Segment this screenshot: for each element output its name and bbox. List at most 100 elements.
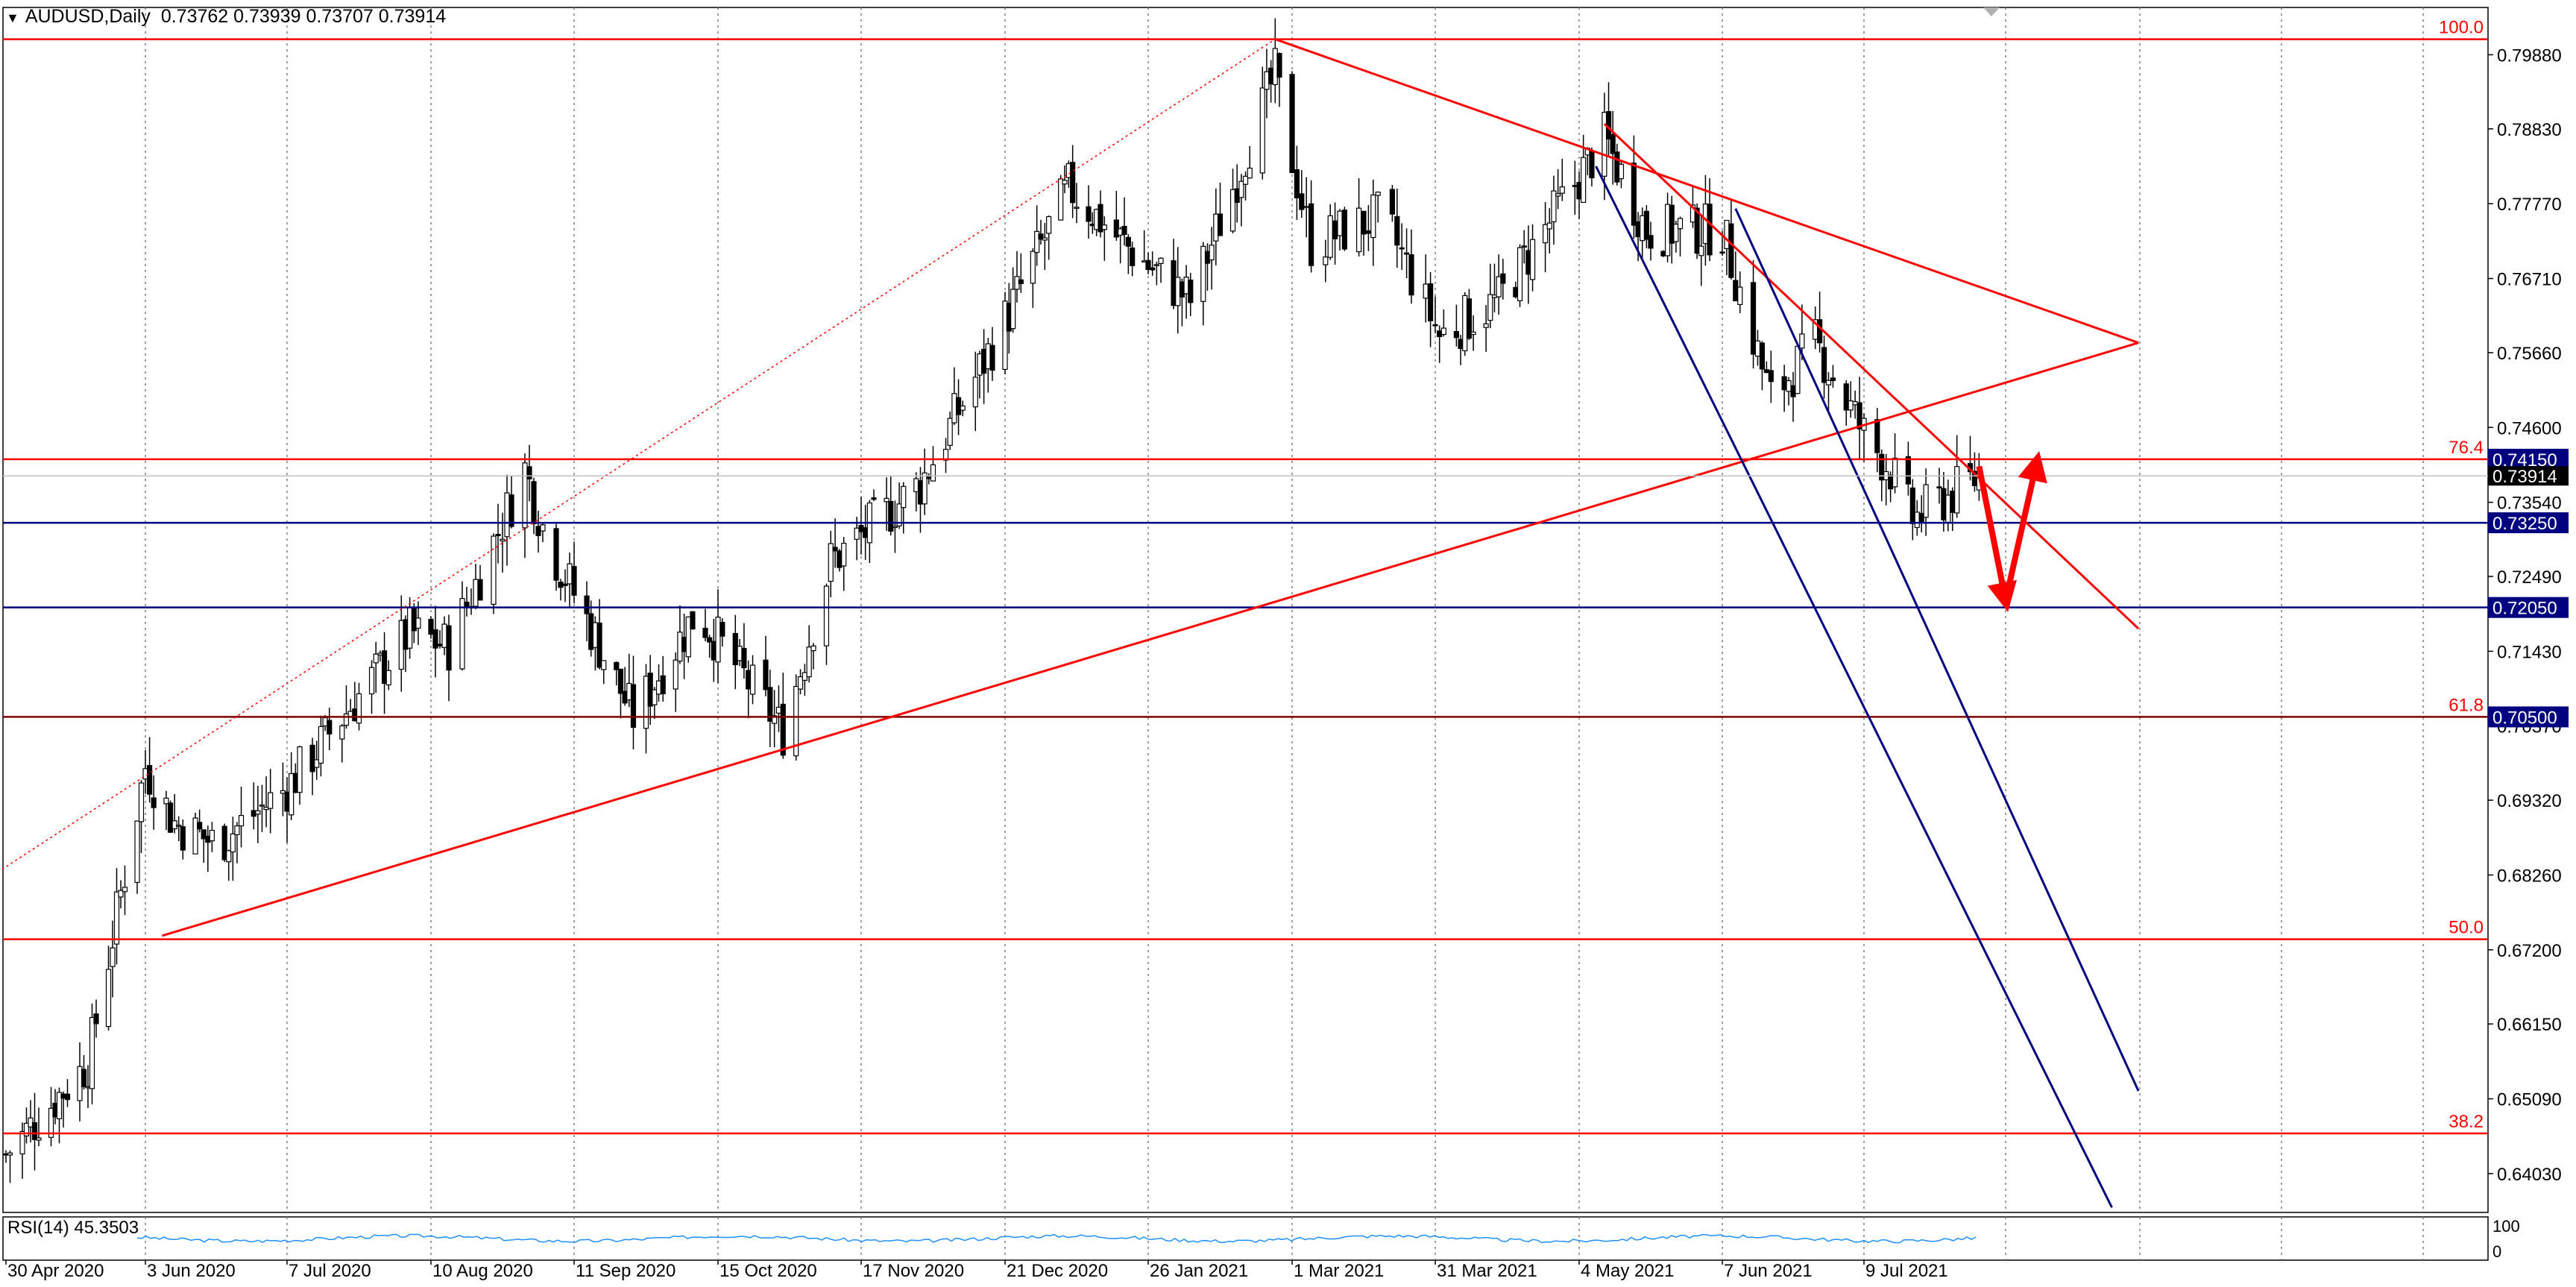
trendline[interactable] [1734,208,2140,1092]
candle [775,685,782,732]
candle [1209,227,1215,290]
candle [562,569,568,602]
candle [464,586,470,617]
dropdown-arrow-icon[interactable]: ▼ [6,10,19,25]
fib-label: 61.8 [2449,695,2484,715]
projection-arrow[interactable] [1976,465,2017,612]
candle [767,670,773,747]
candle [477,564,483,601]
candle [732,614,738,690]
trendline[interactable] [1595,166,2113,1209]
candle [1737,271,1743,313]
candle [23,1107,30,1144]
candle [48,1086,54,1147]
y-tick-label: 0.69320 [2497,791,2562,811]
candle [1843,380,1849,426]
candle [1034,205,1040,266]
candle [1389,184,1396,222]
candle [1145,252,1151,274]
candle [660,655,666,702]
candle [1470,315,1476,351]
x-tick-label: 15 Oct 2020 [719,1261,817,1281]
candle [1242,171,1249,201]
candle [960,400,966,417]
candle [1010,267,1016,333]
candle [1589,147,1595,187]
level-price-box [2488,448,2569,470]
candle [1618,160,1625,189]
candle [1337,209,1343,251]
candle [1217,182,1224,236]
candle [192,812,198,855]
candle [318,715,324,777]
candle [837,549,843,572]
trendline[interactable] [1274,38,2139,344]
candle [110,920,116,998]
candle [19,1122,25,1179]
candle [459,581,465,671]
candle [1466,289,1473,341]
candle [772,690,778,748]
y-tick-label: 0.76710 [2497,270,2562,290]
trendline[interactable] [0,38,1276,872]
candle [1496,254,1502,315]
candle [221,823,227,862]
y-tick-label: 0.71430 [2497,642,2562,662]
candle [1795,343,1801,394]
candle [1453,304,1459,347]
candle [251,782,256,830]
candle [540,522,546,543]
candle [1763,361,1769,374]
fib-label: 50.0 [2449,918,2484,938]
candle [1399,223,1405,270]
candle [1786,377,1792,406]
candle [138,780,145,854]
candle [327,707,333,751]
candle [1308,180,1314,273]
candle [432,605,438,678]
candle [1874,408,1880,473]
candle [571,541,577,604]
candle [1440,309,1446,337]
candle [36,1107,42,1147]
y-tick-label: 0.67200 [2497,941,2562,961]
candle [385,660,391,690]
shift-marker-icon[interactable] [1983,7,2000,16]
x-tick-label: 9 Jul 2021 [1865,1261,1948,1281]
x-tick-label: 4 May 2021 [1581,1261,1674,1281]
candle [1883,453,1889,506]
candle [289,752,295,821]
candle [596,599,602,670]
candle [1542,202,1549,273]
candle [617,668,624,719]
candle [1643,205,1649,248]
candle [151,775,157,830]
candle [118,880,124,909]
candle [806,625,812,683]
x-tick-label: 7 Jun 2021 [1724,1261,1813,1281]
projection-arrow[interactable] [2003,451,2047,602]
fib-label: 38.2 [2449,1112,2484,1132]
candle [1754,330,1761,366]
candle [1529,224,1536,292]
y-tick-label: 0.73540 [2497,494,2562,514]
candle [180,819,186,860]
candle [373,641,379,693]
candle [491,533,497,614]
trendline[interactable] [1603,123,2140,630]
candle [685,616,691,663]
candle [1141,230,1147,262]
candle [309,737,315,796]
current-price-box [2488,466,2569,486]
trendline[interactable] [161,342,2139,937]
candle [749,655,756,705]
y-tick-label: 0.77770 [2497,195,2562,215]
candle [1323,239,1329,283]
candle [1813,306,1818,350]
candle [1125,233,1131,274]
candle [415,601,421,645]
x-tick-label: 1 Mar 2021 [1294,1261,1384,1281]
candle [1817,292,1823,353]
candle [1500,259,1506,300]
